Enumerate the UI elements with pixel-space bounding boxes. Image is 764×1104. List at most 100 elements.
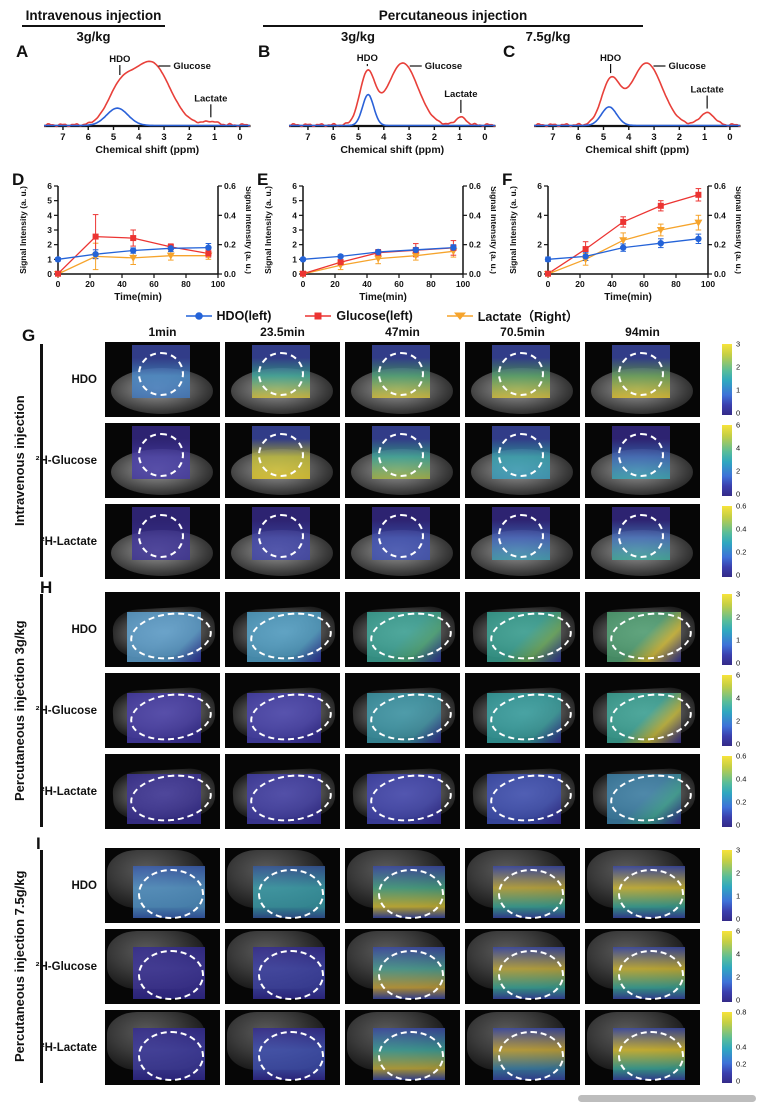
roi-dashed-outline [138, 950, 204, 1000]
colorbar-tick-label: 0.2 [736, 1059, 747, 1069]
svg-text:0.0: 0.0 [224, 269, 236, 279]
colorbar-tick-label: 0 [736, 570, 741, 580]
svg-text:60: 60 [639, 279, 649, 289]
mri-image [225, 1010, 340, 1085]
time-column-label: 94min [625, 325, 660, 339]
svg-text:0: 0 [56, 279, 61, 289]
colorbar-tick-label: 0 [736, 408, 741, 418]
colorbar-tick-label: 2 [736, 362, 741, 372]
circle-marker-icon [185, 310, 212, 322]
triangle-down-marker-icon [446, 310, 473, 322]
legend-item: Lactate（Right） [446, 306, 578, 325]
heatmap-overlay [247, 693, 321, 743]
svg-text:7: 7 [60, 132, 65, 143]
mri-image [225, 754, 340, 829]
group-bracket [40, 344, 43, 577]
roi-dashed-outline [258, 869, 324, 919]
timecourse-panel-f: 0 2 4 6 0.0 0.2 0.4 0.6 0 20 40 60 80 100 Signal Inten… [506, 176, 741, 306]
roi-dashed-outline [498, 433, 544, 477]
svg-text:Chemical shift (ppm): Chemical shift (ppm) [340, 144, 444, 156]
svg-text:0: 0 [237, 132, 242, 143]
percutaneous-doses: 3g/kg 7.5g/kg [263, 27, 643, 44]
mri-image [465, 423, 580, 498]
row-label: ²H-Lactate [40, 1041, 97, 1054]
mri-image [345, 929, 460, 1004]
roi-dashed-outline [618, 352, 664, 396]
svg-text:Signal Intensity (a. u.): Signal Intensity (a. u.) [508, 186, 518, 274]
svg-text:HDO: HDO [357, 53, 378, 64]
mri-image [225, 504, 340, 579]
time-column-label: 70.5min [500, 325, 545, 339]
colorbar-tick-label: 0 [736, 914, 741, 924]
mri-image [585, 504, 700, 579]
svg-text:Glucose: Glucose [173, 61, 211, 72]
svg-text:40: 40 [362, 279, 372, 289]
svg-text:4: 4 [292, 210, 297, 220]
mri-image [345, 592, 460, 667]
svg-text:100: 100 [211, 279, 225, 289]
legend-item: Glucose(left) [305, 308, 413, 323]
roi-dashed-outline [258, 1031, 324, 1081]
colorbar-tick-label: 0 [736, 489, 741, 499]
mri-image [585, 342, 700, 417]
mri-image [465, 592, 580, 667]
roi-dashed-outline [138, 352, 184, 396]
image-row: ²H-Glucose 6 4 2 0 [0, 926, 756, 1005]
roi-dashed-outline [258, 433, 304, 477]
spectrum-plot: 7 6 5 4 3 2 1 0 Chemical shift (ppm) HDO Glucos… [43, 54, 251, 156]
row-label: HDO [71, 373, 97, 386]
mri-image [105, 673, 220, 748]
colorbar-tick-label: 6 [736, 670, 741, 680]
colorbar-tick-label: 0.2 [736, 547, 747, 557]
roi-dashed-outline [498, 1031, 564, 1081]
colorbar-tick-label: 1 [736, 891, 741, 901]
roi-dashed-outline [618, 514, 664, 558]
svg-text:60: 60 [149, 279, 159, 289]
mri-image [105, 504, 220, 579]
svg-text:Signal Intensity (a. u.): Signal Intensity (a. u.) [244, 186, 251, 274]
svg-text:2: 2 [432, 132, 437, 143]
legend-label: Glucose(left) [336, 308, 413, 323]
heatmap-overlay [127, 612, 201, 662]
mri-image [465, 504, 580, 579]
svg-text:100: 100 [701, 279, 715, 289]
group-bracket [40, 594, 43, 827]
svg-text:1: 1 [212, 132, 218, 143]
legend: HDO(left) Glucose(left) Lactate（Right） [0, 306, 764, 325]
svg-text:20: 20 [85, 279, 95, 289]
heatmap-overlay [367, 774, 441, 824]
panel-rows: HDO 3 2 1 0 ²H-Glucose 6 4 2 0 ²H-Lactate 0.8 0.4 0.2… [0, 846, 756, 1086]
colorbar-tick-label: 6 [736, 926, 741, 936]
colorbar-tick-label: 0.6 [736, 501, 747, 511]
svg-text:Signal Intensity (a. u.): Signal Intensity (a. u.) [489, 186, 496, 274]
scrollbar-thumb[interactable] [578, 1095, 756, 1102]
colorbar-tick-label: 2 [736, 716, 741, 726]
roi-dashed-outline [138, 1031, 204, 1081]
colorbar-tick-label: 6 [736, 420, 741, 430]
intravenous-underline [22, 25, 165, 27]
heatmap-overlay [487, 693, 561, 743]
row-label: ²H-Lactate [40, 535, 97, 548]
roi-dashed-outline [378, 352, 424, 396]
svg-text:1: 1 [292, 254, 297, 264]
svg-text:0: 0 [546, 279, 551, 289]
heatmap-overlay [607, 612, 681, 662]
panel-block-g: Intravenous injection HDO 3 2 1 0 ²H-Glucose 6 4… [0, 340, 764, 580]
mri-image [585, 848, 700, 923]
panel-letter-a: A [16, 42, 29, 61]
colorbar-tick-label: 0 [736, 658, 741, 668]
mri-image [585, 929, 700, 1004]
roi-dashed-outline [618, 1031, 684, 1081]
image-row: ²H-Glucose 6 4 2 0 [0, 420, 756, 499]
svg-text:6: 6 [537, 181, 542, 191]
mri-image [585, 673, 700, 748]
roi-dashed-outline [138, 514, 184, 558]
roi-dashed-outline [378, 869, 444, 919]
svg-text:0.2: 0.2 [224, 240, 236, 250]
panel-letter-b: B [258, 42, 271, 61]
svg-text:4: 4 [136, 132, 142, 143]
mri-image [345, 848, 460, 923]
heatmap-overlay [487, 612, 561, 662]
roi-dashed-outline [258, 352, 304, 396]
roi-dashed-outline [378, 1031, 444, 1081]
